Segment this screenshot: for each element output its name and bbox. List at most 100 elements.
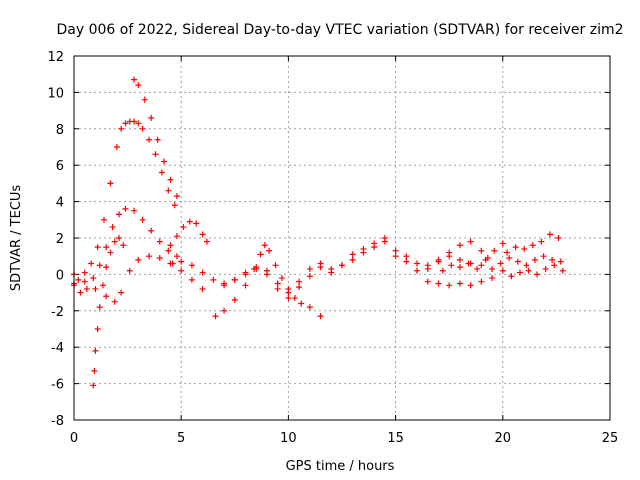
data-point xyxy=(525,267,532,274)
data-point xyxy=(118,125,125,132)
data-point xyxy=(549,256,556,263)
data-point xyxy=(328,269,335,276)
data-point xyxy=(148,227,155,234)
data-point xyxy=(91,367,98,374)
data-point xyxy=(529,242,536,249)
data-point xyxy=(306,273,313,280)
data-points xyxy=(71,76,566,389)
data-point xyxy=(103,293,110,300)
data-point xyxy=(482,256,489,263)
data-point xyxy=(169,260,176,267)
series-track-5 xyxy=(71,253,206,305)
data-point xyxy=(199,269,206,276)
data-point xyxy=(349,256,356,263)
data-point xyxy=(339,262,345,269)
data-point xyxy=(446,249,453,256)
chart-title: Day 006 of 2022, Sidereal Day-to-day VTE… xyxy=(57,22,624,38)
series-track-1 xyxy=(71,118,178,287)
data-point xyxy=(116,211,123,218)
data-point xyxy=(173,233,180,240)
data-point xyxy=(514,258,521,265)
series-track-16 xyxy=(499,262,566,280)
data-point xyxy=(188,262,195,269)
series-track-8 xyxy=(212,242,324,320)
data-point xyxy=(107,249,114,256)
data-point xyxy=(456,280,463,287)
data-point xyxy=(156,238,163,245)
data-point xyxy=(242,271,249,278)
data-point xyxy=(146,253,153,260)
data-point xyxy=(285,295,292,302)
data-point xyxy=(456,264,463,271)
data-point xyxy=(103,264,110,271)
data-point xyxy=(508,273,515,280)
y-tick-label: 6 xyxy=(56,159,64,174)
data-point xyxy=(414,267,421,274)
data-point xyxy=(456,242,463,249)
data-point xyxy=(257,251,264,258)
y-tick-label: 10 xyxy=(47,86,64,101)
data-point xyxy=(467,238,474,245)
data-point xyxy=(467,282,474,289)
data-point xyxy=(478,262,485,269)
data-point xyxy=(96,304,103,311)
series-track-12 xyxy=(424,275,496,289)
y-tick-label: 2 xyxy=(56,232,64,247)
data-point xyxy=(167,176,174,183)
data-point xyxy=(90,275,97,282)
data-point xyxy=(210,276,217,283)
data-point xyxy=(272,262,279,269)
data-point xyxy=(116,235,123,241)
data-point xyxy=(512,244,519,251)
data-point xyxy=(111,238,118,245)
data-point xyxy=(92,347,99,354)
data-point xyxy=(122,120,129,127)
data-point xyxy=(491,247,498,254)
x-tick-label: 15 xyxy=(387,431,404,446)
data-point xyxy=(371,244,378,251)
data-point xyxy=(291,295,298,302)
data-point xyxy=(199,231,206,238)
data-point xyxy=(360,249,367,256)
data-point xyxy=(298,300,305,307)
data-point xyxy=(212,313,219,320)
data-point xyxy=(435,280,442,287)
data-point xyxy=(146,136,153,143)
data-point xyxy=(542,265,549,272)
data-point xyxy=(199,285,206,292)
data-point xyxy=(180,224,187,231)
data-point xyxy=(83,285,90,292)
x-tick-label: 10 xyxy=(280,431,297,446)
data-point xyxy=(439,267,446,274)
data-point xyxy=(107,180,114,187)
data-point xyxy=(478,278,485,285)
data-point xyxy=(285,289,292,296)
data-point xyxy=(173,193,180,200)
x-tick-label: 0 xyxy=(70,431,78,446)
data-point xyxy=(546,231,553,238)
data-point xyxy=(261,242,268,249)
data-point xyxy=(278,275,285,282)
data-point xyxy=(135,120,142,127)
data-point xyxy=(161,158,168,165)
data-point xyxy=(135,82,142,89)
data-point xyxy=(499,267,506,274)
data-point xyxy=(75,276,82,283)
data-point xyxy=(497,260,504,267)
data-point xyxy=(131,76,138,83)
plot-frame xyxy=(73,55,611,421)
data-point xyxy=(221,307,228,314)
data-point xyxy=(516,269,523,276)
y-tick-label: 12 xyxy=(47,50,64,65)
y-tick-label: -2 xyxy=(51,305,64,320)
data-point xyxy=(266,247,273,254)
y-tick-label: 4 xyxy=(56,196,64,211)
data-point xyxy=(165,247,172,254)
data-point xyxy=(188,276,195,283)
series-track-3 xyxy=(90,235,127,389)
y-tick-label: -4 xyxy=(51,341,64,356)
data-point xyxy=(94,326,101,332)
data-point xyxy=(221,282,228,289)
data-point xyxy=(456,256,463,263)
series-track-14 xyxy=(489,253,564,272)
